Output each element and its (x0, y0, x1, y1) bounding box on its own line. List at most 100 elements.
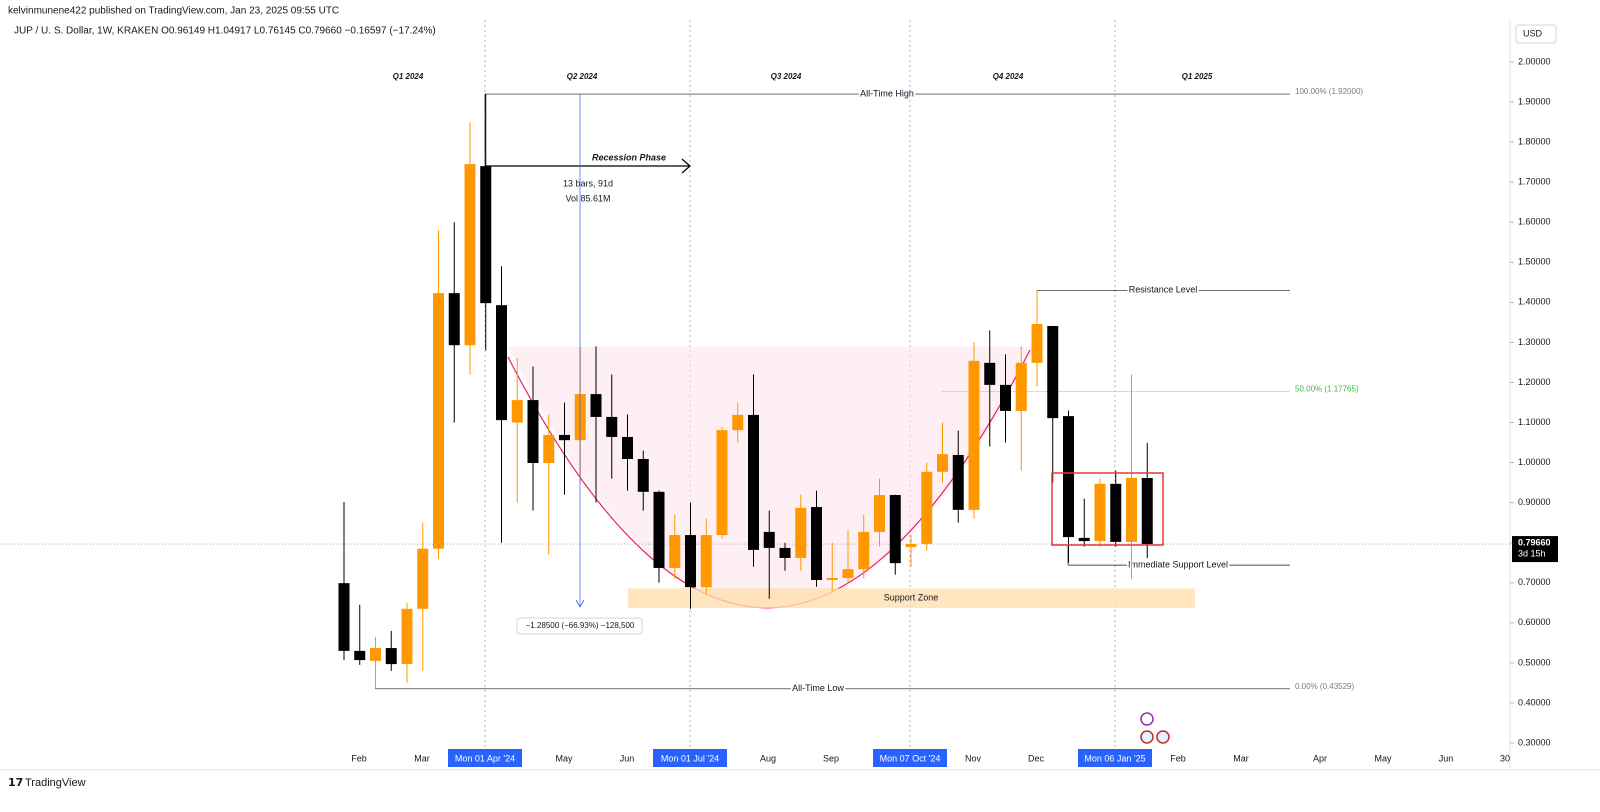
candle-body (763, 531, 775, 548)
currency-box[interactable] (1515, 24, 1557, 44)
countdown: 3d 15h (1518, 548, 1546, 558)
x-label-highlight (873, 749, 947, 767)
y-tick-label: 0.60000 (1518, 617, 1551, 627)
candle-body (653, 491, 665, 568)
candle-body (842, 569, 854, 578)
measure-change: −1.28500 (−66.93%) −128,500 (526, 621, 635, 630)
candle-body (874, 495, 885, 532)
y-tick-label: 1.80000 (1518, 136, 1551, 146)
candle-body (385, 648, 397, 665)
x-tick-label: May (555, 753, 573, 763)
candle-body (779, 547, 791, 558)
candle-body (1141, 478, 1153, 545)
level-label: Resistance Level (1129, 285, 1198, 295)
candle-body (685, 535, 696, 588)
candle-body (637, 458, 649, 492)
x-tick-label: Mon 01 Apr '24 (455, 753, 515, 763)
x-tick-label: Mon 01 Jul '24 (661, 753, 719, 763)
candle-body (433, 293, 444, 549)
measure-arrowhead (575, 599, 585, 608)
flag-icon (1140, 730, 1154, 744)
y-tick-label: 1.20000 (1518, 377, 1551, 387)
candle-body (338, 583, 350, 651)
y-tick-label: 1.60000 (1518, 217, 1551, 227)
candle-body (496, 305, 507, 421)
y-tick-label: 0.90000 (1518, 497, 1551, 507)
candle-body (984, 362, 996, 385)
currency: USD (1523, 28, 1543, 38)
y-tick-label: 1.30000 (1518, 337, 1551, 347)
y-tick-label: 1.10000 (1518, 417, 1551, 427)
recession-label: Recession Phase (592, 152, 666, 162)
fib-label: 100.00% (1.92000) (1295, 87, 1363, 96)
quarter-label: Q2 2024 (567, 72, 598, 81)
candle-body (669, 535, 681, 568)
candle-body (448, 293, 460, 346)
publish-info: kelvinmunene422 published on TradingView… (8, 6, 339, 17)
y-tick-label: 0.70000 (1518, 577, 1551, 587)
y-tick-label: 2.00000 (1518, 56, 1551, 66)
measure-box (516, 617, 643, 635)
candle-body (1126, 477, 1137, 542)
x-tick-label: May (1374, 753, 1392, 763)
candle-body (700, 535, 712, 588)
measure-bars: 13 bars, 91d (563, 178, 613, 188)
candle-body (590, 394, 602, 417)
y-tick-label: 0.50000 (1518, 657, 1551, 667)
y-tick-label: 1.90000 (1518, 96, 1551, 106)
x-tick-label: 30 (1500, 753, 1510, 763)
y-tick-label: 1.70000 (1518, 177, 1551, 187)
x-tick-label: Apr (1313, 753, 1327, 763)
consolidation-box (1051, 472, 1164, 546)
fib-label: 0.00% (0.43529) (1295, 682, 1354, 691)
candle-body (370, 648, 381, 661)
x-tick-label: Mar (1233, 753, 1249, 763)
candle-body (889, 495, 901, 564)
x-tick-label: Nov (965, 753, 982, 763)
candle-body (354, 650, 366, 661)
x-label-highlight (448, 749, 522, 767)
candle-body (1000, 384, 1011, 411)
y-tick-label: 1.40000 (1518, 297, 1551, 307)
candle-body (1015, 362, 1027, 411)
flag-icon (1156, 730, 1170, 744)
support-zone-label: Support Zone (884, 593, 939, 603)
x-label-highlight (1078, 749, 1152, 767)
last-price-label: 0.79660 (1518, 537, 1551, 547)
candle-body (1078, 537, 1090, 542)
last-price-box (1512, 536, 1558, 563)
x-tick-label: Dec (1028, 753, 1045, 763)
candle-body (1110, 483, 1122, 542)
candle-body (1047, 325, 1059, 419)
level-label: All-Time Low (792, 683, 844, 693)
candle-body (606, 416, 618, 437)
y-tick-label: 0.40000 (1518, 697, 1551, 707)
candle-body (464, 164, 476, 346)
x-tick-label: Mar (414, 753, 430, 763)
candle-body (559, 434, 570, 441)
candle-body (826, 577, 838, 580)
quarter-label: Q1 2024 (393, 72, 424, 81)
candle-body (952, 454, 964, 510)
x-tick-label: Mon 06 Jan '25 (1084, 753, 1145, 763)
candle-body (1063, 416, 1074, 538)
candle-body (1094, 483, 1106, 542)
candle-body (732, 414, 744, 431)
recession-arrowhead (681, 158, 691, 174)
candle-body (511, 400, 523, 423)
y-tick-label: 1.50000 (1518, 257, 1551, 267)
x-tick-label: Jun (1439, 753, 1454, 763)
logo-mark: 𝟭𝟳 (8, 777, 23, 789)
candle-body (858, 531, 870, 570)
cup-area (508, 347, 1035, 609)
x-tick-label: Feb (351, 753, 367, 763)
x-label-highlight (653, 749, 727, 767)
y-tick-label: 0.30000 (1518, 737, 1551, 747)
x-tick-label: Aug (760, 753, 776, 763)
candle-body (937, 454, 948, 472)
x-tick-label: Jun (620, 753, 635, 763)
x-tick-label: Sep (823, 753, 839, 763)
candle-body (921, 471, 933, 544)
